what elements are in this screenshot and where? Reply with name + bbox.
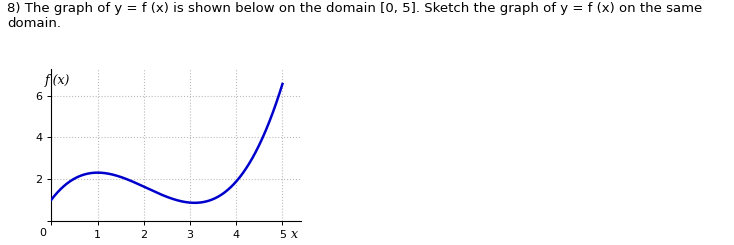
Text: f (x): f (x) [45, 74, 70, 87]
Text: 0: 0 [40, 228, 46, 238]
Text: x: x [291, 228, 297, 241]
Text: 8) The graph of y = f (x) is shown below on the domain [0, 5]. Sketch the graph : 8) The graph of y = f (x) is shown below… [7, 2, 702, 30]
